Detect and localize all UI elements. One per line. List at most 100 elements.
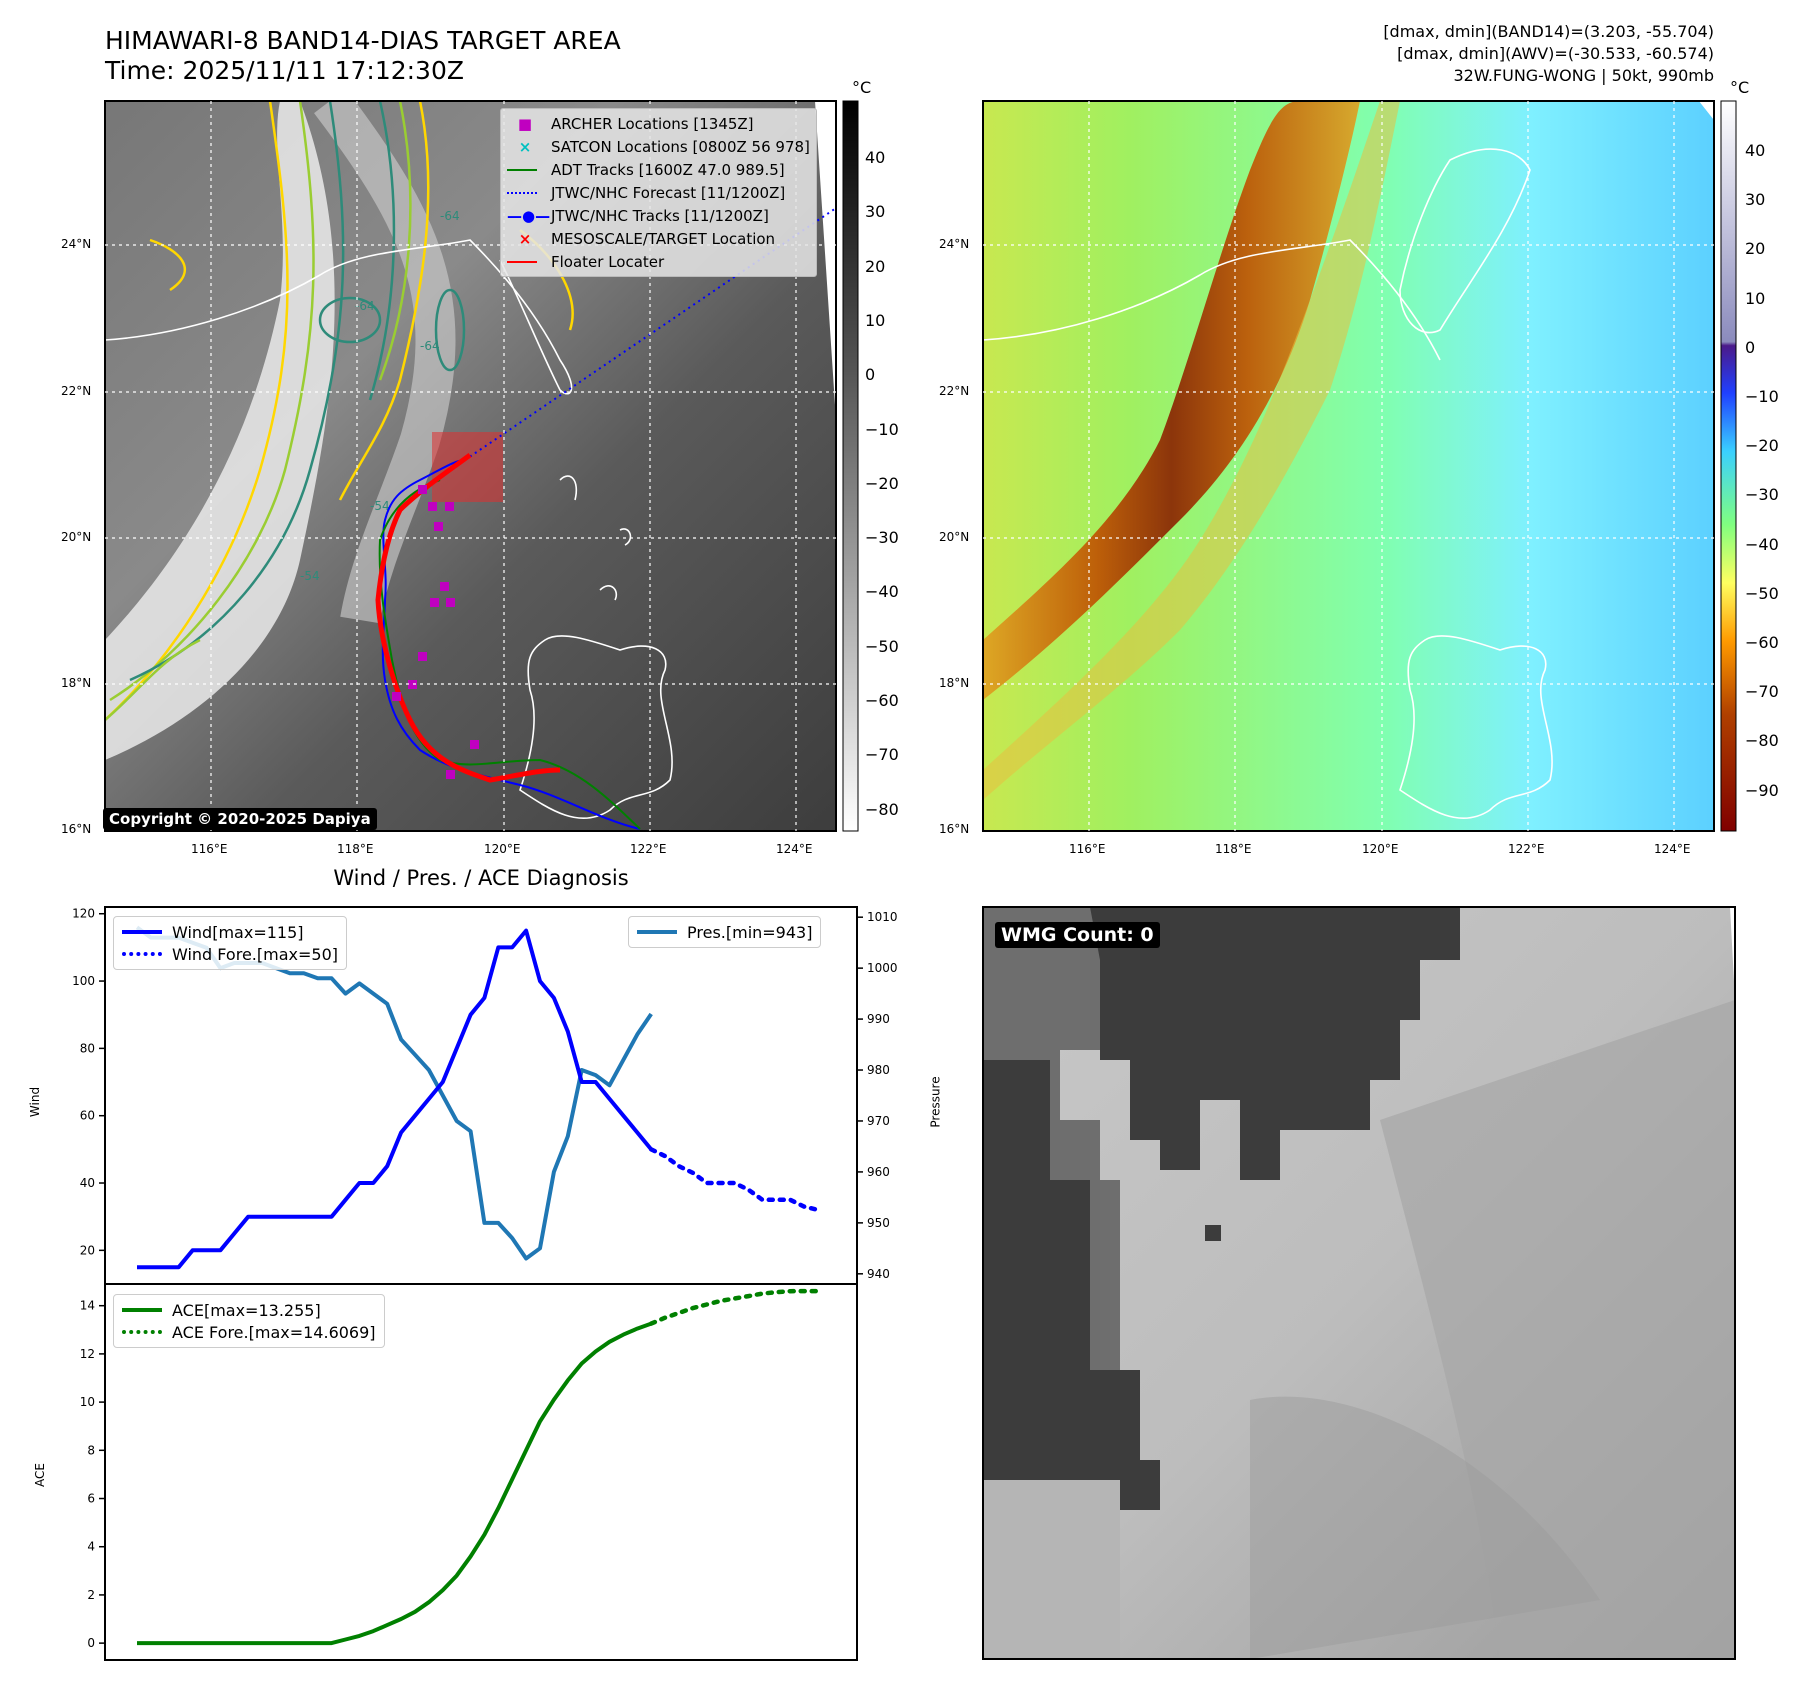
colorbar-tick-label: 20 [865,256,886,276]
awv-lat-label: 18°N [939,676,970,690]
contour-label: -64 [420,339,440,353]
wind-y-axis: 20 40 60 80 100 120 [72,907,105,1257]
ace-legend-swatch [122,1308,162,1312]
ir-lat-label: 20°N [61,530,92,544]
colorbar-tick-label: −40 [1745,534,1779,554]
axis-tick-label: 1010 [867,910,898,924]
colorbar-tick-label: 40 [1745,141,1766,160]
ir-lat-label: 22°N [61,384,92,398]
ir-lon-label: 118°E [337,842,374,856]
legend-label: JTWC/NHC Tracks [11/1200Z] [551,206,769,225]
contour-label: -64 [440,209,460,223]
awv-map-frame [982,100,1715,832]
legend-forecast: JTWC/NHC Forecast [11/1200Z] [507,181,810,204]
ir-no-data-edge [815,101,836,831]
axis-tick-label: 80 [80,1041,95,1055]
wmg-dark-region [1090,907,1460,1180]
contour-label: -64 [355,299,375,313]
colorbar-tick-label: −60 [1745,633,1779,652]
ir-cloud-band [105,101,335,760]
series-line [137,928,653,1270]
ir-lat-label: 16°N [61,822,92,836]
legend-label: ACE Fore.[max=14.6069] [172,1322,376,1342]
figure-title: HIMAWARI-8 BAND14-DIAS TARGET AREA [105,26,621,55]
colorbar-tick-label: −10 [1745,387,1779,406]
wind-legend: Wind[max=115] Wind Fore.[max=50] [113,916,347,970]
pressure-legend-swatch [637,930,677,934]
legend-label: Floater Locater [551,252,665,271]
axis-tick-label: 4 [87,1540,95,1554]
axis-tick-label: 120 [72,907,95,921]
axis-tick-label: 1000 [867,961,898,975]
axis-tick-label: 100 [72,974,95,988]
ir-lon-label: 116°E [191,842,228,856]
legend-satcon: × SATCON Locations [0800Z 56 978] [507,135,810,158]
colorbar-tick-label: −80 [1745,731,1779,751]
axis-tick-label: 970 [867,1114,890,1128]
best-track [381,459,641,830]
colorbar-tick-label: 40 [865,148,886,167]
colorbar-tick-label: 0 [1745,337,1756,357]
adt-line-icon [507,161,543,179]
ir-colorbar-unit: °C [852,78,872,97]
colorbar-tick-label: −50 [865,636,899,656]
ir-lon-label: 122°E [630,842,667,856]
floater-locater-track [375,452,561,783]
storm-info: 32W.FUNG-WONG | 50kt, 990mb [1453,66,1714,85]
colorbar-tick-label: −50 [1745,583,1779,603]
wind-fore-legend-swatch [122,952,162,956]
legend-label: SATCON Locations [0800Z 56 978] [551,137,810,156]
axis-tick-label: 20 [80,1243,95,1257]
colorbar-tick-label: −60 [865,691,899,710]
axis-tick-label: 960 [867,1165,890,1179]
colorbar-tick-label: −20 [865,473,899,493]
contour-label: -54 [300,569,320,583]
legend-archer: ■ ARCHER Locations [1345Z] [507,112,810,135]
axis-tick-label: 14 [80,1299,95,1313]
colorbar-tick-label: −80 [865,799,899,819]
legend-label: Pres.[min=943] [687,922,813,942]
colorbar-tick-label: 20 [1745,239,1766,259]
axis-tick-label: 940 [867,1267,890,1281]
axis-tick-label: 6 [87,1492,95,1506]
ace-series-group [137,1288,821,1646]
pressure-legend: Pres.[min=943] [628,916,822,948]
ir-lon-label: 120°E [484,842,521,856]
contour-label: -54 [370,499,390,513]
colorbar-tick-label: 10 [1745,288,1766,308]
luzon-coastline [519,635,673,820]
colorbar-tick-label: 0 [865,365,876,385]
series-line [137,1321,652,1646]
mesoscale-marker-icon: × [518,229,532,248]
legend-label: Wind Fore.[max=50] [172,944,338,964]
colorbar-tick-label: −70 [865,745,899,765]
satcon-marker-icon: × [518,137,532,156]
legend-label: JTWC/NHC Forecast [11/1200Z] [551,183,786,202]
legend-tracks: —●— JTWC/NHC Tracks [11/1200Z] [507,204,810,227]
awv-lat-label: 22°N [939,384,970,398]
figure-time: Time: 2025/11/11 17:12:30Z [105,56,464,85]
axis-tick-label: 950 [867,1216,890,1230]
axis-tick-label: 0 [87,1636,95,1650]
legend-adt: ADT Tracks [1600Z 47.0 989.5] [507,158,810,181]
ace-fore-legend-swatch [122,1330,162,1334]
taiwan-coastline [1399,148,1531,334]
awv-lon-label: 122°E [1508,842,1545,856]
floater-line-icon [507,253,543,271]
awv-lon-label: 118°E [1215,842,1252,856]
ace-y-axis: 0 2 4 6 8 10 12 14 [80,1299,105,1650]
legend-label: MESOSCALE/TARGET Location [551,229,776,248]
legend-label: ACE[max=13.255] [172,1300,321,1320]
awv-lon-label: 124°E [1654,842,1691,856]
awv-lat-label: 20°N [939,530,970,544]
wmg-frame [982,906,1736,1660]
awv-lat-label: 16°N [939,822,970,836]
axis-tick-label: 10 [80,1395,95,1409]
awv-gridlines [983,101,1714,831]
legend-label: ARCHER Locations [1345Z] [551,114,754,133]
colorbar-tick-label: −20 [1745,436,1779,456]
colorbar-tick-label: −40 [865,582,899,602]
china-coastline [105,239,573,395]
wmg-panel [982,906,1736,1660]
colorbar-tick-label: −90 [1745,780,1779,800]
